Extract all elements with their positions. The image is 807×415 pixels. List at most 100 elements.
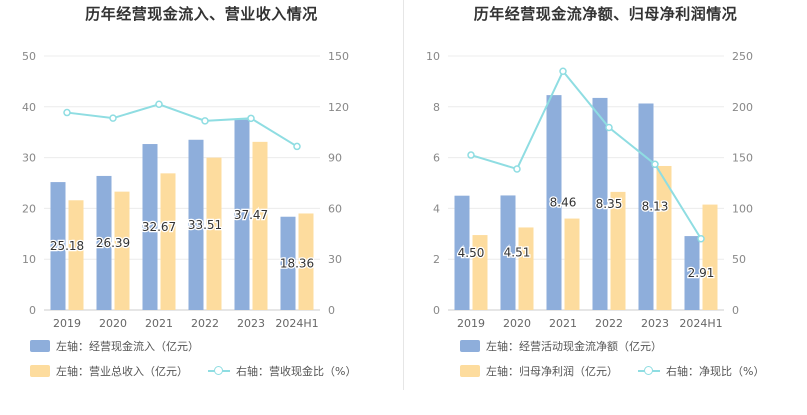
line-point: [155, 100, 163, 109]
right-axis-tick-label: 90: [328, 152, 342, 165]
legend-item-bar2[interactable]: 左轴：营业总收入（亿元）: [30, 363, 188, 379]
left-axis-tick-label: 10: [22, 253, 36, 266]
bar-data-label: 18.36: [280, 256, 314, 270]
legend-item-bar1[interactable]: 左轴：经营现金流入（亿元）: [30, 338, 199, 354]
left-axis-tick-label: 2: [433, 253, 440, 266]
line-point: [697, 235, 705, 243]
bar-data-label: 2.91: [688, 266, 715, 280]
chart-legend: 左轴：经营活动现金流净额（亿元） 左轴：归母净利润（亿元） 右轴：净现比（%）: [434, 338, 804, 388]
bar-series2: [114, 191, 130, 310]
right-axis-tick-label: 0: [732, 304, 739, 317]
x-axis-tick-label: 2023: [641, 317, 669, 330]
line-point: [559, 67, 567, 75]
x-axis-tick-label: 2023: [237, 317, 265, 330]
right-axis-tick-label: 100: [732, 202, 753, 215]
bar-data-label: 32.67: [142, 220, 176, 234]
bar-series2: [472, 235, 488, 310]
legend-swatch-yellow: [30, 365, 50, 377]
left-axis-tick-label: 50: [22, 50, 36, 63]
bar-data-label: 8.35: [596, 197, 623, 211]
bar-series1: [280, 216, 296, 310]
legend-label: 右轴：营收现金比（%）: [236, 365, 357, 378]
bar-data-label: 4.51: [504, 246, 531, 260]
legend-swatch-yellow: [460, 365, 480, 377]
bar-series2: [68, 200, 84, 310]
chart-title: 历年经营现金流入、营业收入情况: [85, 5, 318, 23]
bar-series1: [454, 195, 470, 310]
left-axis-tick-label: 0: [29, 304, 36, 317]
panel-divider: [403, 0, 404, 390]
x-axis-tick-label: 2020: [99, 317, 127, 330]
x-axis-tick-label: 2021: [549, 317, 577, 330]
line-point: [605, 123, 613, 132]
right-axis-tick-label: 30: [328, 253, 342, 266]
right-axis-tick-label: 150: [732, 152, 753, 165]
bar-series1: [96, 175, 112, 310]
bar-data-label: 4.50: [458, 246, 485, 260]
left-axis-tick-label: 6: [433, 152, 440, 165]
right-axis-tick-label: 250: [732, 50, 753, 63]
chart-legend: 左轴：经营现金流入（亿元） 左轴：营业总收入（亿元） 右轴：营收现金比（%）: [30, 338, 400, 388]
cash-inflow-revenue-chart: 0 0 10 30 20 60 30 90 40 120 50 150 2019 2020 2021 2022…: [22, 50, 349, 330]
line-point: [109, 114, 117, 122]
bar-data-label: 37.47: [234, 208, 268, 222]
x-axis-tick-label: 2022: [191, 317, 219, 330]
line-series: [470, 69, 702, 240]
bar-series1: [500, 195, 516, 310]
legend-item-line[interactable]: 右轴：营收现金比（%）: [208, 363, 356, 379]
right-axis-tick-label: 120: [328, 101, 349, 114]
legend-label: 左轴：营业总收入（亿元）: [56, 365, 188, 378]
chart-title: 历年经营现金流净额、归母净利润情况: [473, 5, 738, 23]
line-point: [513, 165, 521, 173]
line-point: [293, 142, 301, 151]
left-axis-tick-label: 40: [22, 101, 36, 114]
bar-series2: [656, 165, 672, 310]
legend-line-marker-icon: [208, 365, 230, 377]
legend-item-line[interactable]: 右轴：净现比（%）: [638, 363, 764, 379]
line-point: [247, 114, 255, 123]
bar-series1: [234, 119, 250, 310]
left-axis-tick-label: 4: [433, 202, 440, 215]
bar-data-label: 25.18: [50, 239, 84, 253]
bar-series1: [684, 236, 700, 310]
x-axis-tick-label: 2024H1: [275, 317, 318, 330]
right-axis-tick-label: 200: [732, 101, 753, 114]
bar-series1: [592, 97, 608, 310]
bar-series2: [518, 227, 534, 310]
left-axis-tick-label: 8: [433, 101, 440, 114]
bar-series1: [50, 182, 66, 310]
bar-data-label: 8.46: [550, 196, 577, 210]
left-axis-tick-label: 0: [433, 304, 440, 317]
bar-data-label: 26.39: [96, 236, 130, 250]
bar-series2: [160, 173, 176, 310]
legend-line-marker-icon: [638, 365, 660, 377]
bar-series1: [142, 144, 158, 310]
bar-series2: [298, 213, 314, 310]
legend-swatch-blue: [460, 340, 480, 352]
x-axis-tick-label: 2024H1: [679, 317, 722, 330]
left-axis-tick-label: 20: [22, 202, 36, 215]
bar-series2: [252, 141, 268, 310]
x-axis-tick-label: 2021: [145, 317, 173, 330]
legend-item-bar2[interactable]: 左轴：归母净利润（亿元）: [460, 363, 618, 379]
net-cashflow-profit-panel: 历年经营现金流净额、归母净利润情况 0 0 2 50 4 100 6 150 8 200 10 250…: [404, 0, 807, 415]
legend-item-bar1[interactable]: 左轴：经营活动现金流净额（亿元）: [460, 338, 662, 354]
cash-inflow-revenue-panel: 历年经营现金流入、营业收入情况 0 0 10 30 20 60 30 90 40 120 50 150…: [0, 0, 403, 415]
line-point: [467, 151, 475, 159]
bar-series1: [188, 139, 204, 310]
right-axis-tick-label: 150: [328, 50, 349, 63]
x-axis-tick-label: 2020: [503, 317, 531, 330]
legend-label: 左轴：经营活动现金流净额（亿元）: [486, 340, 662, 353]
left-axis-tick-label: 30: [22, 152, 36, 165]
bar-series1: [546, 95, 562, 310]
x-axis-tick-label: 2019: [457, 317, 485, 330]
bar-series2: [610, 191, 626, 310]
legend-label: 左轴：归母净利润（亿元）: [486, 365, 618, 378]
bar-series2: [702, 204, 718, 310]
x-axis-tick-label: 2019: [53, 317, 81, 330]
bar-series2: [564, 218, 580, 310]
line-point: [201, 117, 209, 125]
legend-label: 左轴：经营现金流入（亿元）: [56, 340, 199, 353]
bar-data-label: 8.13: [642, 200, 669, 214]
